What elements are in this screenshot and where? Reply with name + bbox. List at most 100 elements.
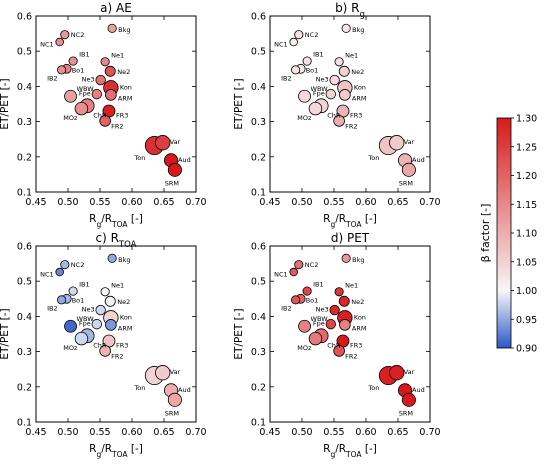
point-IB1 [302,56,312,66]
label-NC2: NC2 [71,31,85,39]
label-Ne2: Ne2 [351,298,364,306]
x-tick-label: 0.60 [121,197,142,208]
label-MOz: MOz [297,114,312,122]
label-ChR: ChR [327,341,341,349]
label-Kon: Kon [120,313,132,321]
point-Ne3 [329,304,340,316]
y-tick-label: 0.2 [17,152,32,163]
point-Ne2 [338,295,350,307]
label-IB2: IB2 [47,304,58,312]
x-axis-label: Rg/RTOA [-] [89,443,143,459]
point-Ne1 [334,287,344,297]
x-axis-label-sub: TOA [345,450,362,459]
label-Ne1: Ne1 [111,51,124,59]
label-Ne2: Ne2 [351,68,364,76]
y-tick-label: 0.1 [17,418,32,429]
point-MOz [308,331,323,346]
label-WBW: WBW [311,315,329,323]
point-FR2 [99,115,111,127]
point-Bkg [341,253,351,263]
x-tick-label: 0.60 [355,427,376,438]
label-Var: Var [404,138,415,146]
point-Var [155,365,171,381]
scatter-points [289,23,416,177]
point-FR2 [333,345,345,357]
label-IB2: IB2 [281,304,292,312]
label-Fpe: Fpe [313,320,325,328]
point-IB1 [68,56,78,66]
scatter-points [55,253,182,407]
point-IB1 [68,286,78,296]
point-ARM [105,89,117,101]
point-NC2 [60,260,70,270]
x-axis-label-end: [-] [362,213,377,225]
label-FR2: FR2 [111,122,123,130]
point-MOz [308,101,323,116]
label-Bo1: Bo1 [72,66,85,74]
x-axis-label: Rg/RTOA [-] [89,213,143,229]
point-SRM [401,162,416,177]
x-axis-label-sub: TOA [111,220,128,229]
label-Bkg: Bkg [118,256,130,264]
label-Ne1: Ne1 [345,281,358,289]
y-tick-label: 0.6 [17,242,32,253]
point-IB1 [302,286,312,296]
label-Ne3: Ne3 [316,76,329,84]
y-tick-label: 0.3 [17,347,32,358]
y-tick-label: 0.5 [17,277,32,288]
label-FR3: FR3 [350,112,362,120]
point-Fpe [325,88,336,100]
y-tick-label: 0.6 [17,12,32,23]
label-ChR: ChR [93,341,107,349]
colorbar-tick-label: 1.05 [516,257,537,268]
point-Var [389,365,405,381]
label-Aud: Aud [412,386,425,394]
y-axis-label: ET/PET [-] [233,308,245,359]
label-NC1: NC1 [274,271,288,279]
label-MOz: MOz [63,114,78,122]
label-Aud: Aud [412,156,425,164]
label-IB1: IB1 [313,281,324,289]
point-NC1 [55,37,64,47]
panel-title-subscript: g [360,10,365,20]
colorbar-tick-label: 1.20 [516,171,537,182]
label-Ne2: Ne2 [117,298,130,306]
label-Kon: Kon [120,83,132,91]
label-Fpe: Fpe [313,90,325,98]
y-tick-label: 0.1 [17,188,32,199]
point-Fpe [91,318,102,330]
label-Fpe: Fpe [79,90,91,98]
x-axis-label-mid: /R [101,443,112,455]
x-tick-label: 0.70 [185,427,206,438]
x-axis-label-sub: TOA [345,220,362,229]
point-SRM [167,392,182,407]
x-tick-label: 0.70 [419,427,440,438]
y-tick-label: 0.3 [17,117,32,128]
x-axis-label: Rg/RTOA [-] [323,443,377,459]
point-Ne2 [104,65,116,77]
label-Var: Var [404,368,415,376]
colorbar-tick-label: 1.00 [516,286,537,297]
label-Bkg: Bkg [118,26,130,34]
label-ARM: ARM [352,324,367,332]
y-tick-label: 0.4 [251,82,266,93]
y-tick-label: 0.5 [17,47,32,58]
point-Bkg [107,253,117,263]
point-IB2 [291,65,301,75]
label-ARM: ARM [118,324,133,332]
x-tick-label: 0.55 [89,197,110,208]
point-NC1 [289,267,298,277]
y-axis-label: ET/PET [-] [0,308,11,359]
x-tick-label: 0.65 [387,427,408,438]
x-tick-label: 0.55 [323,427,344,438]
x-tick-label: 0.65 [153,197,174,208]
label-SRM: SRM [399,409,413,417]
colorbar-tick-label: 0.95 [516,315,537,326]
label-Kon: Kon [354,83,366,91]
x-tick-label: 0.65 [387,197,408,208]
point-NC2 [294,30,304,40]
point-Ne2 [104,295,116,307]
